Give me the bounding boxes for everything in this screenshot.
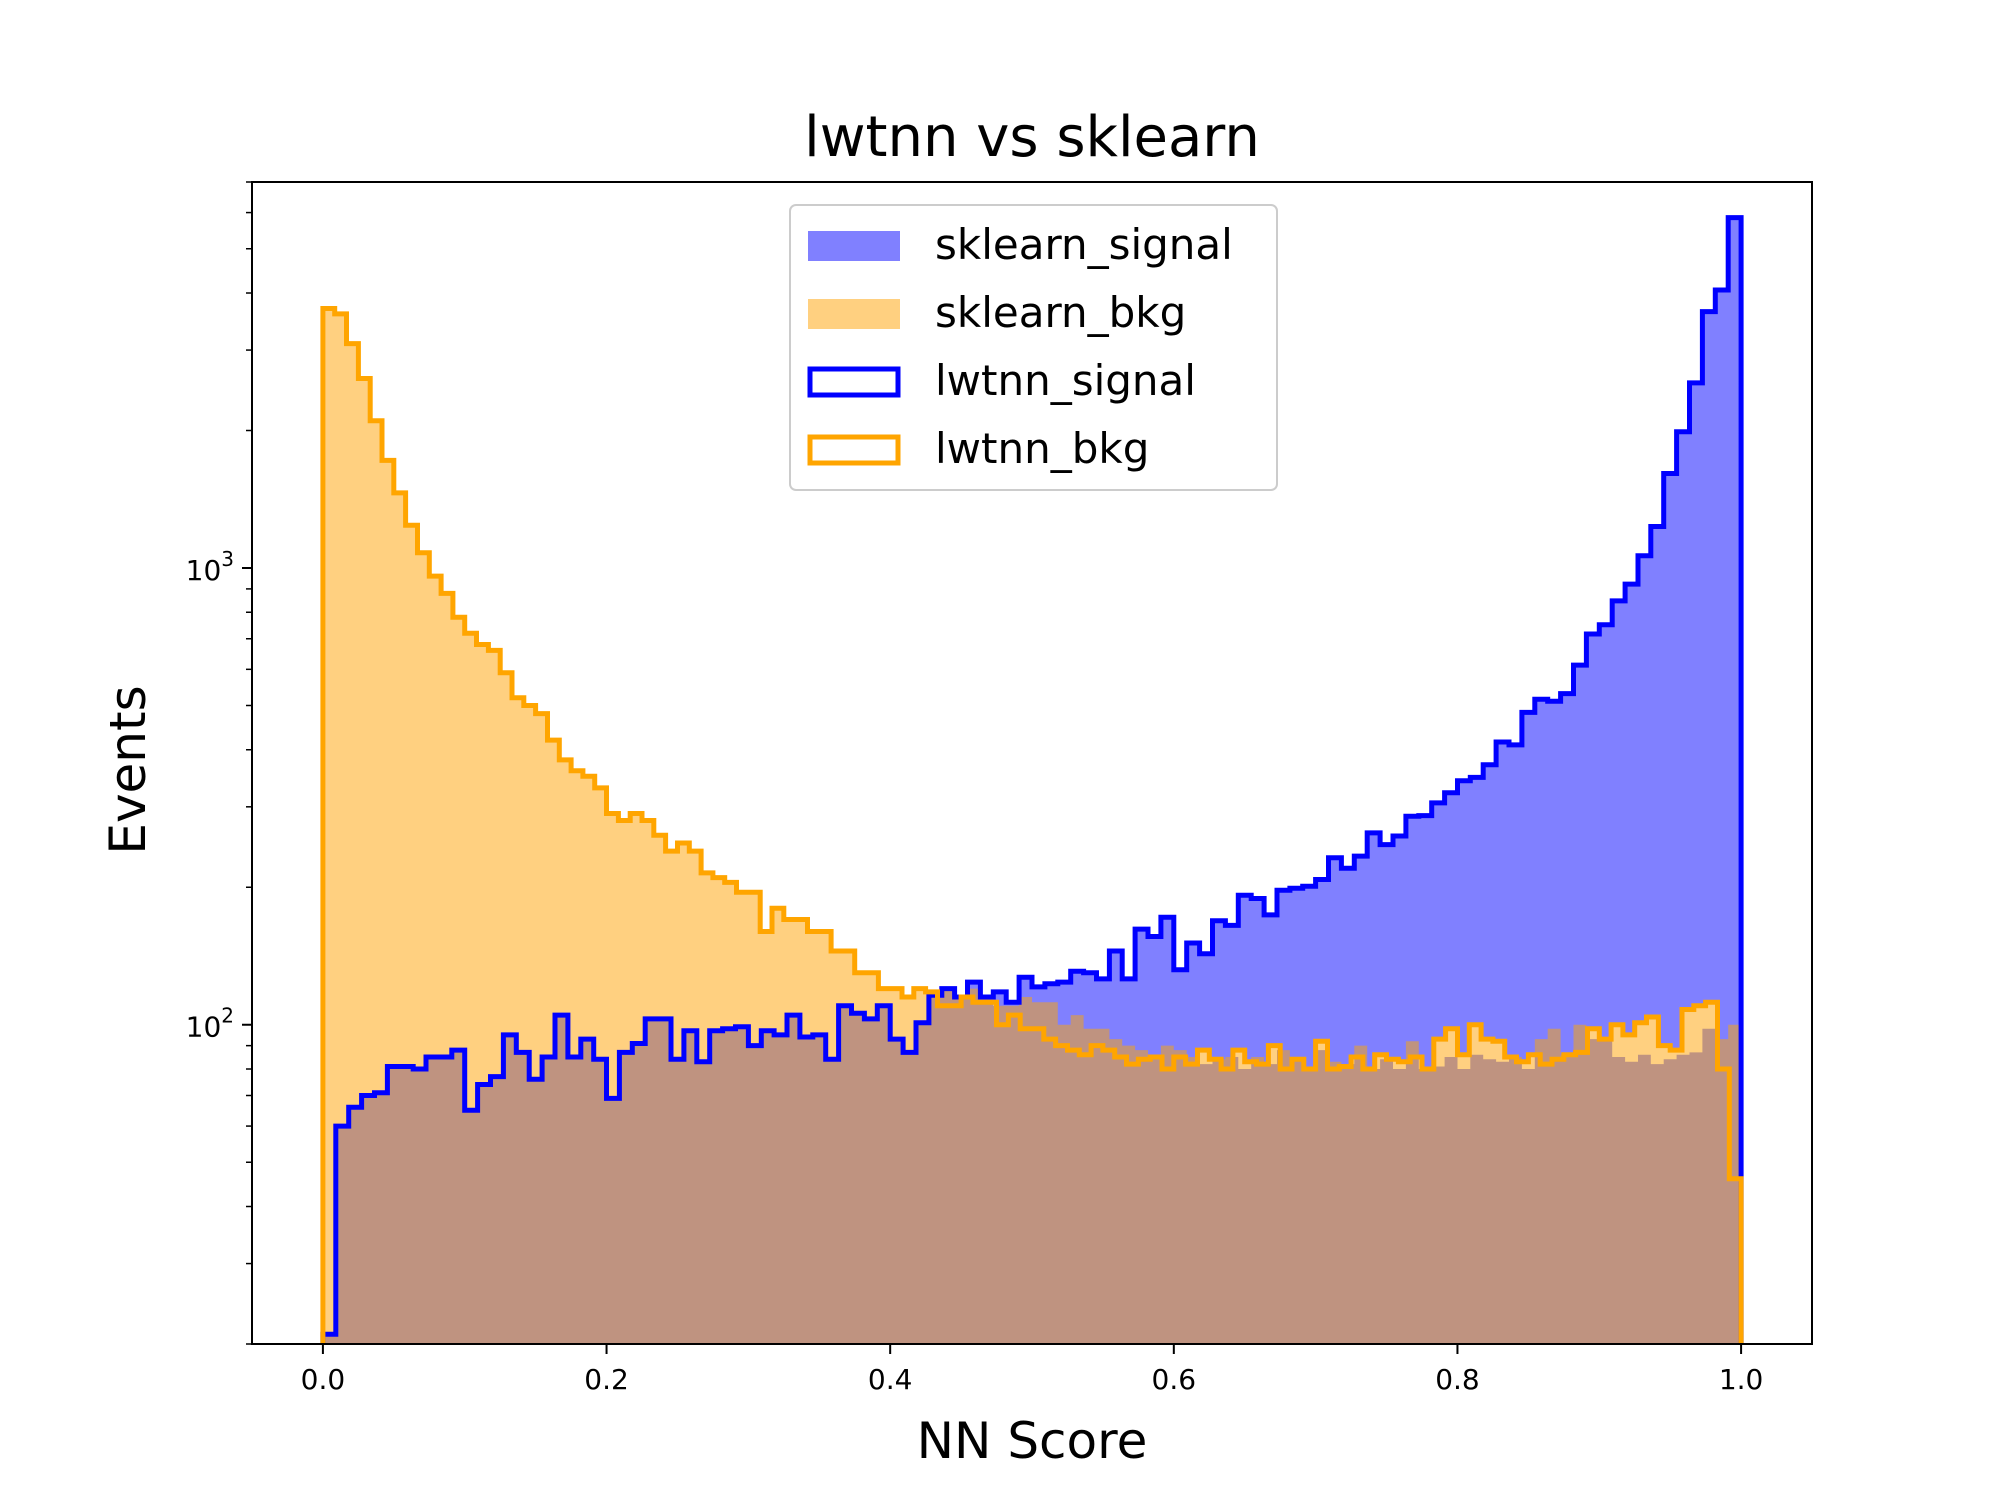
legend-swatch-sklearn_signal	[808, 231, 900, 261]
legend-swatch-sklearn_bkg	[808, 299, 900, 329]
x-tick-label: 0.8	[1435, 1363, 1480, 1396]
plot-area	[320, 215, 1744, 1344]
y-axis-label: Events	[99, 685, 157, 854]
legend-label-sklearn_bkg: sklearn_bkg	[935, 288, 1186, 337]
x-tick-label: 0.4	[868, 1363, 913, 1396]
legend-box	[789, 204, 1278, 491]
legend-label-lwtnn_signal: lwtnn_signal	[935, 356, 1196, 405]
series-line-lwtnn_signal	[320, 215, 1744, 1344]
legend-swatch-lwtnn_signal	[807, 366, 901, 398]
legend-label-lwtnn_bkg: lwtnn_bkg	[935, 424, 1149, 473]
x-tick-label: 0.0	[301, 1363, 346, 1396]
legend-swatch-lwtnn_bkg	[807, 434, 901, 466]
series-overlap-fill	[322, 988, 1742, 1344]
axes-frame	[251, 181, 1813, 1345]
chart-title: lwtnn vs sklearn	[804, 105, 1260, 170]
x-tick-label: 0.6	[1152, 1363, 1197, 1396]
series-line-lwtnn_bkg	[320, 306, 1744, 1344]
x-axis-label: NN Score	[917, 1412, 1148, 1470]
x-tick-label: 1.0	[1719, 1363, 1764, 1396]
x-tick-label: 0.2	[584, 1363, 629, 1396]
y-tick-label: 103	[186, 547, 234, 587]
series-group	[320, 215, 1744, 1344]
y-tick-label: 102	[186, 1004, 234, 1044]
legend: sklearn_signal sklearn_bkg lwtnn_signallwt…	[789, 204, 1278, 491]
legend-label-sklearn_signal: sklearn_signal	[935, 220, 1233, 269]
axes: 0.0 0.2 0.4 0.6 0.8 1.0 102 103	[186, 181, 1813, 1396]
